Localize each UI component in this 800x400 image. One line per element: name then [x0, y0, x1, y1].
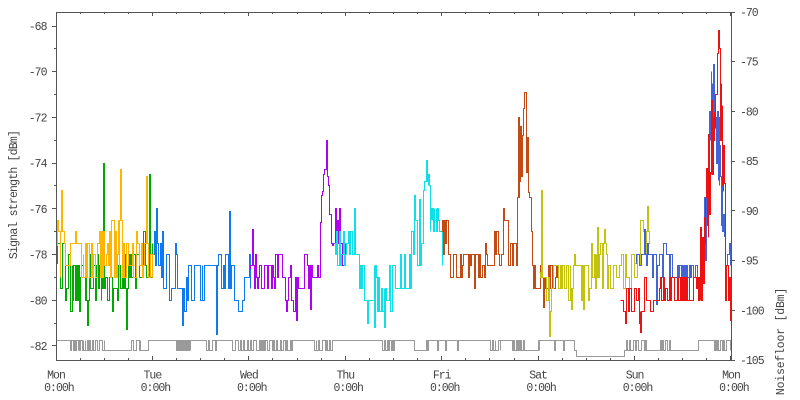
svg-text:-78: -78	[29, 250, 48, 263]
svg-text:0:00h: 0:00h	[141, 382, 171, 395]
svg-text:-76: -76	[29, 204, 48, 217]
svg-text:0:00h: 0:00h	[526, 382, 556, 395]
svg-text:-82: -82	[29, 341, 48, 354]
svg-text:-75: -75	[740, 57, 759, 70]
svg-text:0:00h: 0:00h	[237, 382, 267, 395]
svg-text:Thu: Thu	[336, 369, 354, 382]
svg-text:-80: -80	[29, 295, 48, 308]
svg-text:0:00h: 0:00h	[719, 382, 749, 395]
svg-text:0:00h: 0:00h	[623, 382, 653, 395]
svg-text:-72: -72	[29, 112, 48, 125]
svg-text:Sat: Sat	[529, 369, 547, 382]
svg-text:0:00h: 0:00h	[430, 382, 460, 395]
svg-text:-68: -68	[29, 21, 48, 34]
svg-text:-90: -90	[740, 206, 759, 219]
svg-text:Mon: Mon	[722, 369, 740, 382]
svg-text:-105: -105	[740, 355, 765, 368]
svg-text:-70: -70	[740, 7, 759, 20]
svg-text:Fri: Fri	[433, 369, 452, 382]
svg-text:Tue: Tue	[144, 369, 163, 382]
svg-text:-74: -74	[29, 158, 48, 171]
svg-text:-95: -95	[740, 256, 759, 269]
svg-text:0:00h: 0:00h	[333, 382, 363, 395]
svg-text:-70: -70	[29, 67, 48, 80]
svg-text:-100: -100	[740, 305, 765, 318]
svg-text:-85: -85	[740, 156, 759, 169]
svg-text:Signal strength [dBm]: Signal strength [dBm]	[8, 131, 21, 259]
svg-text:Mon: Mon	[47, 369, 65, 382]
svg-text:-80: -80	[740, 106, 759, 119]
svg-text:Wed: Wed	[240, 369, 258, 382]
svg-text:Noisefloor [dBm]: Noisefloor [dBm]	[775, 288, 788, 395]
svg-text:Sun: Sun	[626, 369, 644, 382]
svg-text:0:00h: 0:00h	[44, 382, 74, 395]
